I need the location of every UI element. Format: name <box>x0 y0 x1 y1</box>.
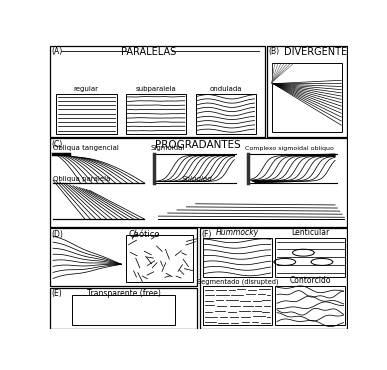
Bar <box>126 94 186 134</box>
Text: Hummocky: Hummocky <box>216 228 259 237</box>
Bar <box>203 286 272 326</box>
Text: Shingled: Shingled <box>182 176 212 182</box>
Text: (B): (B) <box>269 47 279 57</box>
Bar <box>72 295 175 326</box>
Text: Sigmoidal: Sigmoidal <box>151 145 185 151</box>
Text: Transparente (free): Transparente (free) <box>87 289 161 298</box>
Text: subparalela: subparalela <box>136 86 176 92</box>
Text: (C): (C) <box>51 140 63 149</box>
Bar <box>195 94 256 134</box>
Text: Obliqua paralela: Obliqua paralela <box>53 176 110 182</box>
Bar <box>50 288 197 329</box>
Bar <box>126 235 192 282</box>
Bar <box>276 286 345 326</box>
Text: (A): (A) <box>51 47 63 57</box>
Text: PARALELAS: PARALELAS <box>122 47 176 57</box>
Text: PROGRADANTES: PROGRADANTES <box>156 140 241 150</box>
Bar <box>267 46 347 137</box>
Text: Lenticular: Lenticular <box>291 228 329 237</box>
Text: Obliqua tangencial: Obliqua tangencial <box>53 145 119 151</box>
Text: (F): (F) <box>201 230 211 239</box>
Text: Caótico: Caótico <box>128 230 160 239</box>
Bar <box>200 228 347 329</box>
Text: DIVERGENTE: DIVERGENTE <box>284 47 347 57</box>
Bar <box>272 63 342 132</box>
Text: (D): (D) <box>51 230 63 239</box>
Bar <box>56 94 116 134</box>
Text: (E): (E) <box>51 289 62 298</box>
Bar <box>50 228 197 286</box>
Text: regular: regular <box>74 86 99 92</box>
Bar <box>50 46 265 137</box>
Text: Complexo sigmoidal obliquo: Complexo sigmoidal obliquo <box>245 146 334 151</box>
Text: Segmentado (disrupted): Segmentado (disrupted) <box>197 279 278 285</box>
Text: Contorcido: Contorcido <box>289 276 331 285</box>
Bar <box>276 238 345 277</box>
Bar <box>50 138 347 227</box>
Bar <box>203 238 272 277</box>
Text: ondulada: ondulada <box>210 86 242 92</box>
